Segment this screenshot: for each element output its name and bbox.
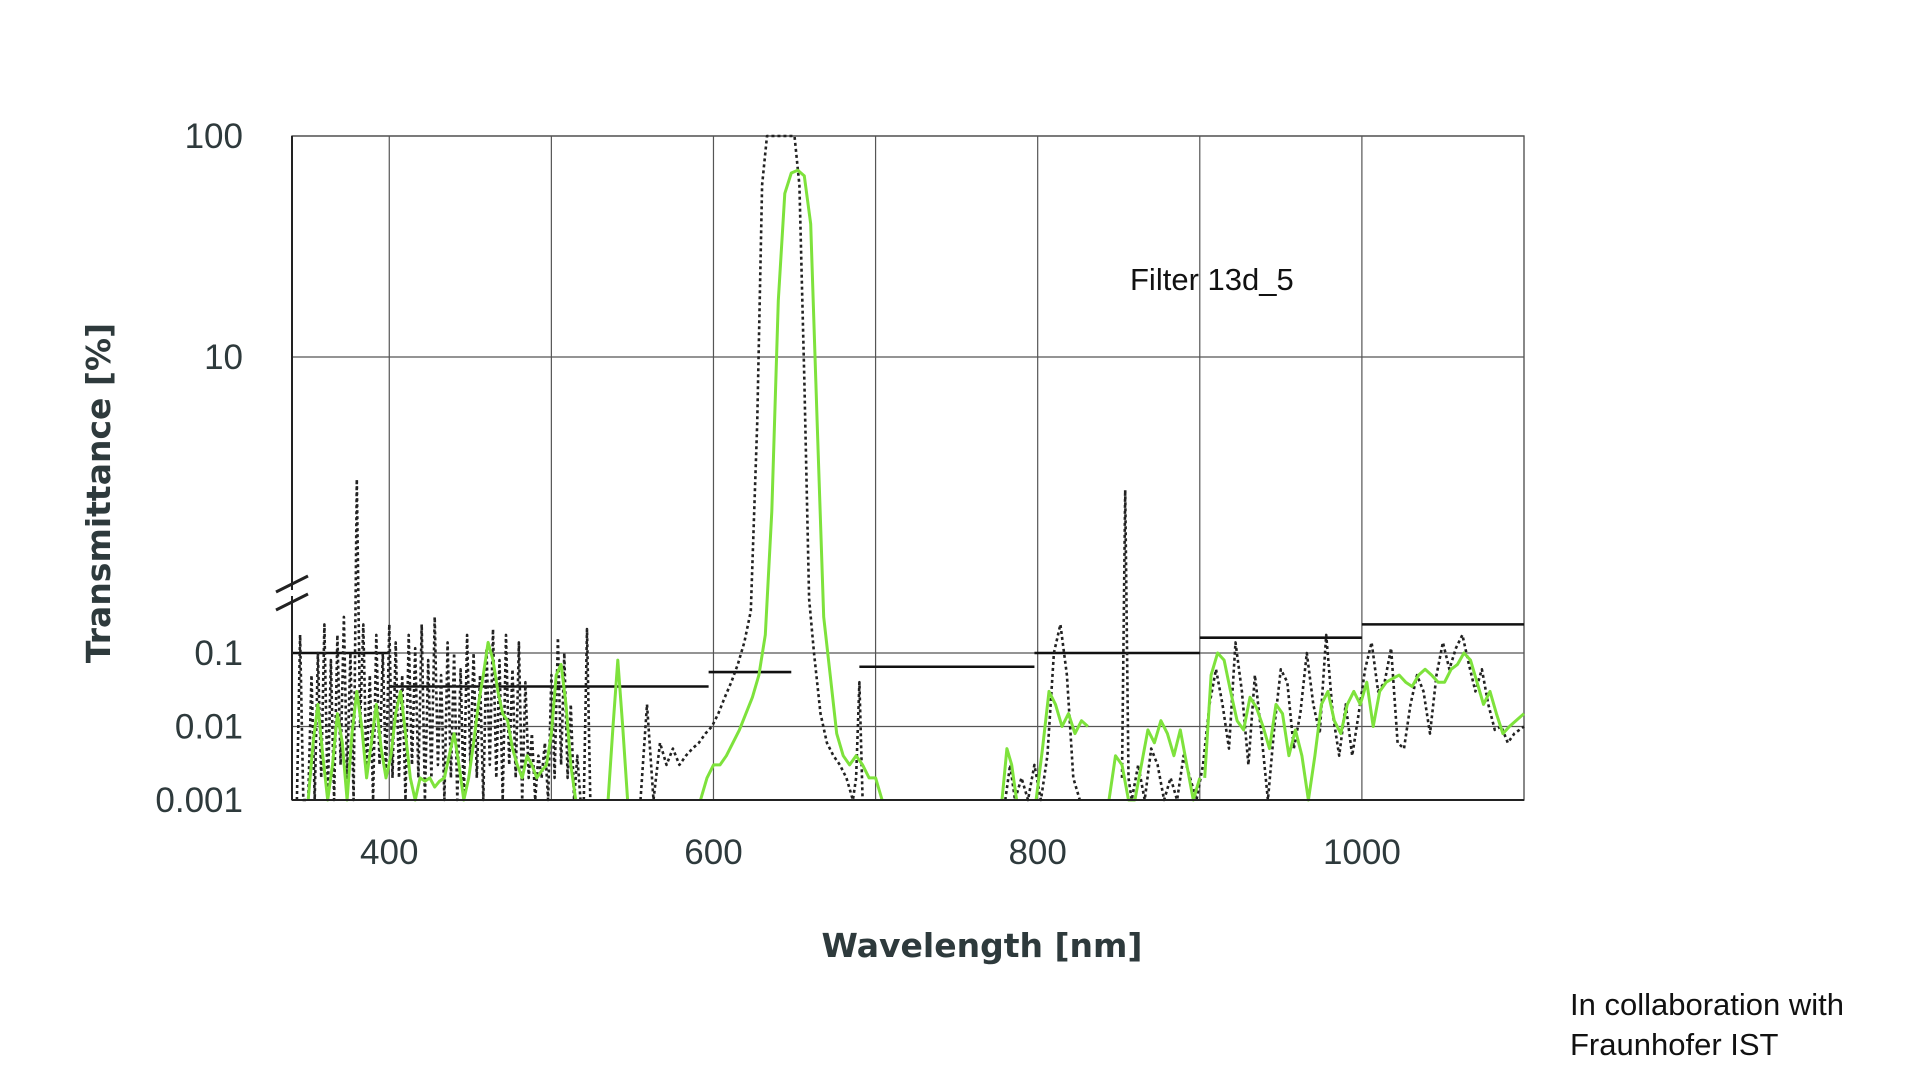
filter-annotation: Filter 13d_5 [1130,262,1294,297]
axis-break-mark [275,574,309,594]
design-curve-segment [582,627,592,801]
y-tick-label: 10 [204,338,243,377]
x-tick-label: 800 [1008,833,1066,872]
credit-line-1: In collaboration with [1570,987,1844,1022]
y-tick-label: 0.1 [194,634,243,673]
axis-break-gap [286,590,298,596]
axis-break-mark [275,592,309,612]
spec-layer [292,623,1524,688]
credit-block: In collaboration with Fraunhofer IST [1570,985,1844,1065]
credit-line-2: Fraunhofer IST [1570,1027,1779,1062]
measured-curve-segment [699,168,884,801]
design-curve [295,477,582,802]
measured-curve-segment [1000,747,1019,801]
design-curve-segment [639,134,864,802]
measured-curve-segment [1203,651,1525,802]
design-curve-segment [1120,488,1525,802]
x-tick-label: 600 [684,833,742,872]
series-layer [295,134,1525,802]
label-layer: 400 600 800 1000 0.001 0.01 0.1 10 100 Wavelength… [79,117,1401,965]
y-tick-label: 0.001 [155,781,243,820]
x-tick-label: 400 [360,833,418,872]
measured-curve [306,640,578,802]
measured-curve-segment [1107,719,1202,802]
x-tick-label: 1000 [1323,833,1401,872]
y-tick-label: 100 [185,117,243,156]
y-axis-title: Transmittance [%] [79,323,118,663]
plot-frame [291,135,1525,801]
x-axis-title: Wavelength [nm] [822,926,1143,965]
measured-curve-segment [1034,689,1089,801]
y-tick-label: 0.01 [175,708,243,747]
axis-layer [275,136,1524,801]
measured-curve-segment [606,658,630,801]
grid-layer [291,135,1525,801]
